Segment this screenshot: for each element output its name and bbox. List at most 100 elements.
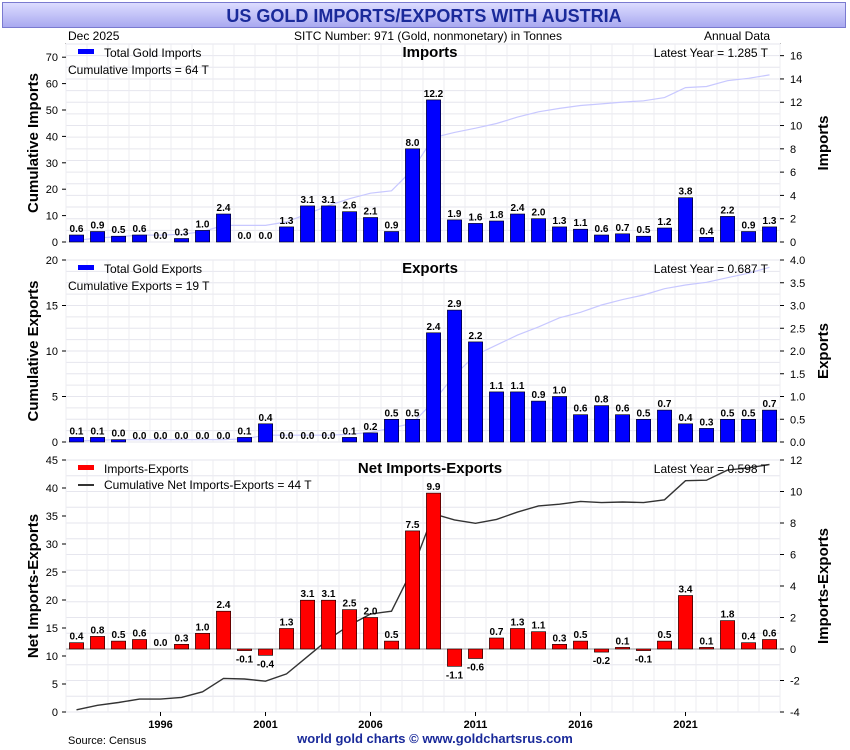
data-label: -0.1 bbox=[236, 655, 254, 666]
data-bar bbox=[174, 643, 189, 650]
data-label: 2.9 bbox=[448, 299, 462, 310]
data-label: 8.0 bbox=[406, 138, 420, 149]
data-label: 1.3 bbox=[553, 216, 567, 227]
data-bar bbox=[615, 414, 631, 443]
left-axis-tick-label: 35 bbox=[46, 511, 58, 523]
right-axis-tick-label: 0.0 bbox=[790, 437, 805, 449]
panel-title: Net Imports-Exports bbox=[358, 460, 502, 477]
right-axis-tick-label: 3.0 bbox=[790, 301, 805, 313]
data-bar bbox=[741, 642, 757, 650]
data-label: 1.0 bbox=[196, 219, 210, 230]
data-bar bbox=[447, 309, 462, 443]
data-label: 3.8 bbox=[679, 187, 693, 198]
legend-line-label: Cumulative Net Imports-Exports = 44 T bbox=[104, 478, 312, 492]
right-axis-tick-label: -4 bbox=[790, 707, 800, 719]
left-axis-tick-label: 10 bbox=[46, 211, 58, 223]
right-axis-tick-label: 12 bbox=[790, 97, 802, 109]
data-bar bbox=[216, 213, 231, 243]
data-bar bbox=[321, 205, 336, 243]
data-bar bbox=[762, 639, 778, 650]
right-axis-tick-label: 4.0 bbox=[790, 255, 805, 267]
right-axis-tick-label: 4 bbox=[790, 190, 796, 202]
data-label: 0.1 bbox=[238, 426, 252, 437]
data-label: 1.3 bbox=[280, 216, 294, 227]
right-axis-tick-label: 2 bbox=[790, 613, 796, 625]
left-axis-tick-label: 15 bbox=[46, 623, 58, 635]
panel-exports: 0 5 10 15 20 0.0 0.5 1.0 1.5 2.0 2.5 3.0 3.5 4.0 Cumul… bbox=[25, 255, 832, 449]
left-axis-tick-label: 60 bbox=[46, 79, 58, 91]
data-label: 0.4 bbox=[700, 226, 714, 237]
data-label: 1.1 bbox=[490, 381, 504, 392]
data-label: 0.3 bbox=[553, 633, 567, 644]
data-label: 2.6 bbox=[343, 201, 357, 212]
data-bar bbox=[594, 648, 610, 653]
data-label: 0.4 bbox=[259, 413, 273, 424]
x-axis-tick-label: 2021 bbox=[673, 719, 697, 731]
data-label: 0.7 bbox=[490, 627, 504, 638]
data-bar bbox=[573, 640, 589, 650]
data-label: 2.2 bbox=[721, 205, 735, 216]
data-bar bbox=[489, 391, 504, 443]
left-axis-tick-label: 50 bbox=[46, 105, 58, 117]
data-bar bbox=[720, 418, 736, 443]
data-label: 0.6 bbox=[595, 224, 609, 235]
data-bar bbox=[699, 647, 715, 650]
data-bar bbox=[573, 228, 589, 243]
data-bar bbox=[552, 226, 568, 243]
data-label: 2.4 bbox=[427, 322, 441, 333]
data-label: -0.1 bbox=[635, 655, 653, 666]
x-axis-tick-label: 2016 bbox=[568, 719, 592, 731]
data-bar bbox=[699, 428, 715, 443]
data-bar bbox=[300, 205, 315, 243]
left-axis-tick-label: 30 bbox=[46, 158, 58, 170]
data-bar bbox=[111, 235, 127, 243]
data-bar bbox=[405, 530, 420, 650]
data-bar bbox=[720, 216, 736, 243]
cumulative-line bbox=[76, 266, 770, 442]
data-label: 0.7 bbox=[658, 399, 672, 410]
data-bar bbox=[237, 648, 252, 651]
legend-label: Total Gold Imports bbox=[104, 46, 201, 60]
data-bar bbox=[678, 423, 694, 443]
data-label: 0.4 bbox=[70, 632, 84, 643]
panel-net-imports-exports: 0 5 10 15 20 25 30 35 40 45 -4 -2 0 2 4 6 8 10 12 Net Impor… bbox=[25, 455, 832, 731]
right-axis-tick-label: 14 bbox=[790, 74, 802, 86]
right-axis-tick-label: 6 bbox=[790, 167, 796, 179]
data-bar bbox=[531, 631, 547, 650]
right-axis-tick-label: 0.5 bbox=[790, 414, 805, 426]
right-axis-tick-label: -2 bbox=[790, 676, 800, 688]
data-bar bbox=[594, 234, 610, 243]
data-label: 0.8 bbox=[91, 625, 105, 636]
x-axis-tick-label: 2011 bbox=[464, 719, 488, 731]
data-label: 0.1 bbox=[343, 426, 357, 437]
data-bar bbox=[69, 642, 85, 650]
data-bar bbox=[384, 418, 399, 443]
left-axis-tick-label: 20 bbox=[46, 595, 58, 607]
data-bar bbox=[405, 418, 420, 443]
data-label: 3.1 bbox=[322, 195, 336, 206]
data-label: 0.0 bbox=[112, 429, 126, 440]
data-bar bbox=[552, 643, 568, 650]
data-label: 0.0 bbox=[322, 431, 336, 442]
data-label: 0.5 bbox=[406, 408, 420, 419]
left-axis-tick-label: 25 bbox=[46, 567, 58, 579]
data-label: 2.0 bbox=[532, 208, 546, 219]
cumulative-line bbox=[76, 74, 770, 241]
data-label: 0.0 bbox=[238, 231, 252, 242]
right-axis-tick-label: 16 bbox=[790, 51, 802, 63]
data-label: 0.6 bbox=[133, 629, 147, 640]
data-bar bbox=[510, 213, 525, 243]
legend-swatch bbox=[78, 465, 94, 470]
data-label: 1.6 bbox=[469, 212, 483, 223]
data-label: 0.7 bbox=[616, 223, 630, 234]
left-axis-tick-label: 40 bbox=[46, 483, 58, 495]
right-axis-tick-label: 4 bbox=[790, 581, 796, 593]
data-label: 1.1 bbox=[511, 381, 525, 392]
latest-year-label: Latest Year = 1.285 T bbox=[654, 46, 769, 60]
left-axis-label: Cumulative Exports bbox=[25, 281, 42, 422]
data-bar bbox=[321, 599, 336, 650]
data-bar bbox=[762, 226, 778, 243]
right-axis-tick-label: 1.0 bbox=[790, 392, 805, 404]
data-label: 0.5 bbox=[112, 225, 126, 236]
